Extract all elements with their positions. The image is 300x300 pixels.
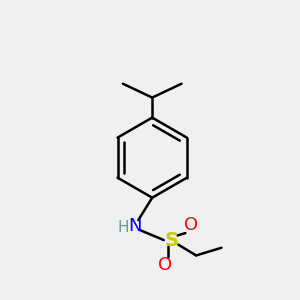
Text: H: H [117, 220, 129, 235]
Text: S: S [164, 230, 178, 250]
Text: O: O [158, 256, 172, 274]
Text: N: N [128, 217, 141, 235]
Text: O: O [184, 216, 199, 234]
